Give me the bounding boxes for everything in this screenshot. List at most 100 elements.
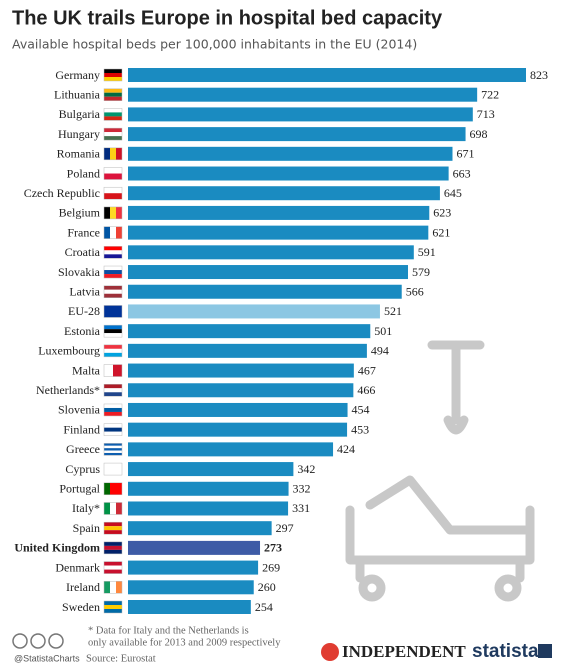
category-label: Slovakia — [58, 265, 101, 279]
flag-border — [103, 147, 123, 161]
category-label: Italy* — [72, 501, 100, 515]
flag-border — [103, 384, 123, 397]
bar — [128, 422, 348, 437]
bar — [128, 265, 409, 280]
category-label: Sweden — [62, 600, 100, 614]
chart-subtitle: Available hospital beds per 100,000 inha… — [12, 37, 417, 52]
flag-border — [103, 285, 123, 298]
flag-stripe — [104, 132, 122, 137]
flag-stripe — [110, 581, 116, 594]
flag-stripe — [116, 502, 122, 515]
value-label: 621 — [432, 225, 450, 239]
flag-stripe — [104, 167, 122, 174]
bar — [128, 166, 449, 181]
bar — [128, 284, 402, 299]
value-label: 273 — [264, 541, 282, 555]
flag-border — [103, 246, 123, 259]
flag-border — [103, 344, 123, 358]
flag-border — [103, 88, 123, 101]
bed-icon — [345, 340, 535, 602]
bar — [128, 87, 478, 102]
flag-stripe — [104, 128, 122, 133]
flag-stripe — [104, 609, 122, 613]
category-label: Portugal — [59, 482, 100, 496]
flag-border — [103, 167, 123, 180]
flag-border — [103, 561, 123, 574]
category-label: Spain — [73, 521, 100, 535]
flag-stripe — [104, 581, 110, 594]
category-label: Ireland — [66, 580, 100, 594]
footnote: only available for 2013 and 2009 respect… — [88, 637, 281, 648]
flag-stripe — [104, 423, 122, 428]
bar — [128, 304, 380, 319]
flag-stripe — [104, 305, 122, 318]
bar — [128, 383, 354, 398]
value-label: 722 — [481, 87, 499, 101]
flag-border — [103, 600, 123, 614]
category-label: Belgium — [59, 206, 101, 220]
flag-stripe — [104, 463, 122, 476]
bar — [128, 127, 466, 142]
flag-stripe — [104, 348, 122, 353]
flag-stripe — [104, 388, 122, 393]
category-label: United Kingdom — [14, 541, 100, 555]
flag-border — [103, 68, 123, 82]
value-label: 260 — [258, 580, 276, 594]
source: Source: Eurostat — [86, 653, 156, 664]
flag-stripe — [104, 530, 122, 535]
publisher: INDEPENDENT — [342, 642, 466, 661]
value-label: 453 — [351, 422, 369, 436]
category-label: France — [67, 225, 100, 239]
bar — [128, 462, 294, 477]
brand: statista — [472, 641, 539, 662]
flag-stripe — [104, 431, 122, 436]
flag-stripe — [116, 147, 122, 160]
flag-stripe — [113, 364, 122, 377]
flag-stripe — [110, 147, 116, 160]
bar — [128, 107, 473, 122]
flag-stripe — [110, 502, 116, 515]
bar — [128, 442, 334, 457]
flag-stripe — [104, 407, 122, 412]
value-label: 454 — [352, 403, 370, 417]
value-label: 713 — [477, 107, 495, 121]
footnote: * Data for Italy and the Netherlands is — [88, 625, 249, 636]
category-label: Lithuania — [54, 87, 101, 101]
flag-stripe — [104, 452, 122, 456]
handle: @StatistaCharts — [14, 653, 80, 663]
value-label: 466 — [357, 383, 375, 397]
flag-stripe — [104, 403, 122, 408]
value-label: 254 — [255, 600, 273, 614]
flag-stripe — [104, 445, 122, 449]
flag-border — [103, 462, 123, 476]
flag-border — [103, 206, 123, 220]
flag-border — [103, 541, 123, 555]
flag-border — [103, 186, 123, 200]
value-label: 501 — [374, 324, 392, 338]
bar — [128, 580, 254, 595]
flag-stripe — [104, 88, 122, 93]
flag-border — [103, 305, 123, 318]
flag-stripe — [104, 250, 122, 255]
flag-border — [103, 226, 123, 239]
bar — [128, 146, 453, 161]
flag-stripe — [104, 96, 122, 101]
category-label: Cyprus — [65, 462, 100, 476]
category-label: Bulgaria — [59, 107, 101, 121]
flag-stripe — [116, 482, 122, 495]
flag-stripe — [104, 329, 122, 334]
category-label: Greece — [66, 442, 100, 456]
flag-stripe — [104, 502, 110, 515]
bar — [128, 205, 430, 220]
flag-stripe — [104, 333, 122, 338]
flag-stripe — [104, 569, 122, 574]
flag-stripe — [104, 601, 122, 605]
flag-stripe — [104, 605, 122, 609]
flag-stripe — [104, 352, 122, 357]
flag-stripe — [104, 187, 122, 194]
flag-stripe — [104, 565, 122, 570]
flag-stripe — [104, 526, 122, 531]
category-label: Croatia — [65, 245, 101, 259]
flag-stripe — [104, 443, 122, 446]
flag-stripe — [104, 266, 122, 271]
